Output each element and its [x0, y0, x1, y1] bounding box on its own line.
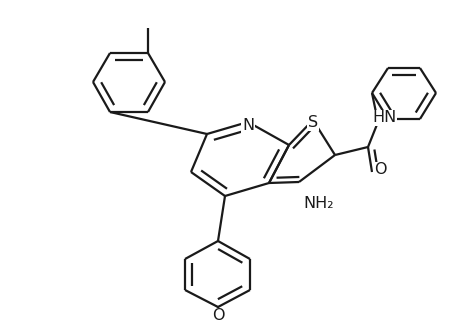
Text: NH₂: NH₂: [303, 196, 333, 211]
Text: S: S: [308, 115, 318, 130]
Text: O: O: [212, 309, 224, 323]
Text: O: O: [374, 162, 387, 177]
Text: HN: HN: [372, 111, 396, 126]
Text: N: N: [242, 118, 254, 133]
